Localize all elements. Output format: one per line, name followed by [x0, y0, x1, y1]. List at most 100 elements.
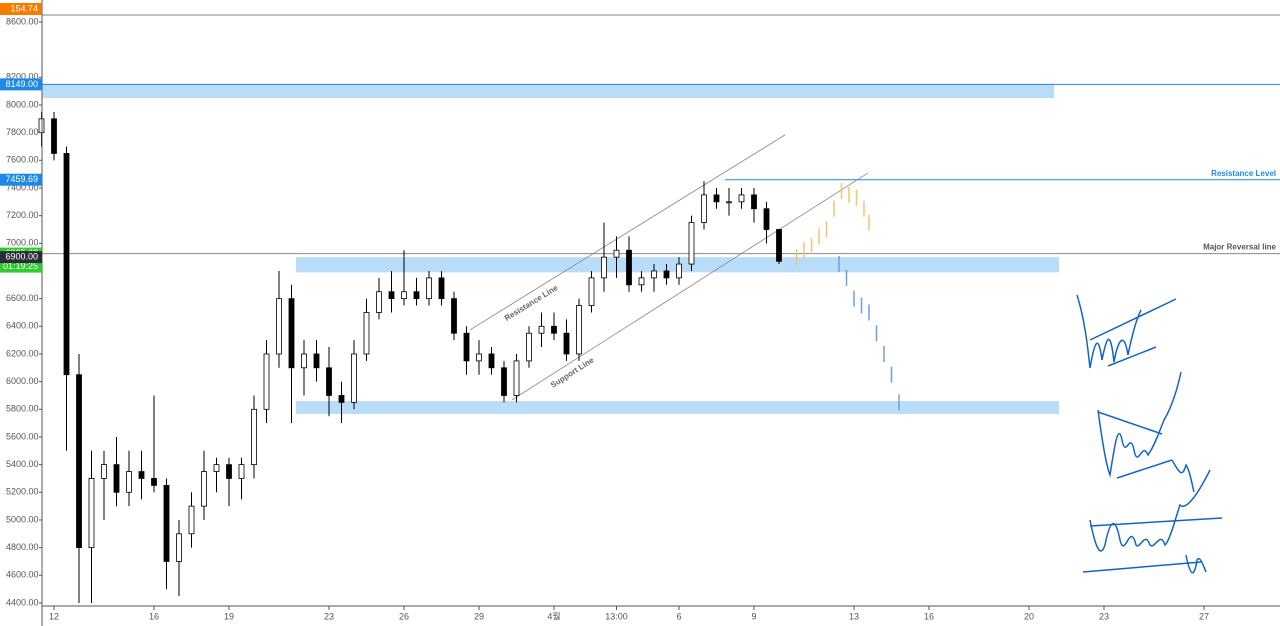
candle-body [513, 360, 520, 396]
candle-body [363, 312, 370, 355]
sketch [1107, 346, 1157, 367]
zone [42, 84, 1054, 99]
y-tick-label: 4800.00 [6, 542, 39, 552]
sketch [1171, 459, 1195, 493]
y-tick-label: 7600.00 [6, 155, 39, 165]
price-tag-label: 01:19:25 [3, 261, 38, 271]
y-tick-label: 4400.00 [6, 597, 39, 607]
candle-body [538, 325, 545, 334]
line-label: Major Reversal line [1203, 243, 1276, 252]
candle-body [463, 332, 470, 362]
candle-body [88, 478, 95, 549]
candle-body [588, 277, 595, 306]
x-tick-label: 23 [324, 611, 334, 621]
price-tag-label: 6900.00 [5, 252, 38, 262]
candle-body [738, 194, 745, 203]
candle-body [101, 464, 107, 479]
candle-body [188, 505, 195, 535]
sketch [1089, 517, 1223, 527]
sketch [1076, 294, 1142, 369]
price-tag-label: 7459.69 [5, 174, 38, 184]
price-tag [0, 260, 42, 273]
x-tick-label: 29 [474, 611, 484, 621]
x-tick-label: 13:00 [605, 611, 628, 621]
x-tick-label: 20 [1024, 611, 1034, 621]
candle-body [438, 277, 445, 300]
x-tick-label: 13 [849, 611, 859, 621]
candle-body [276, 298, 282, 355]
y-tick-label: 7200.00 [6, 210, 39, 220]
candle-body [388, 291, 395, 300]
y-tick-label: 5400.00 [6, 459, 39, 469]
price-tag [0, 173, 42, 186]
candle-body [263, 353, 270, 410]
y-tick-label: 6400.00 [6, 321, 39, 331]
sketch [1097, 371, 1182, 478]
candle-body [551, 325, 557, 334]
x-tick-label: 27 [1199, 611, 1209, 621]
candle-body [338, 395, 345, 403]
y-tick-label: 6200.00 [6, 348, 39, 358]
candle-body [126, 471, 132, 493]
candle-body [651, 270, 657, 279]
y-tick-label: 6600.00 [6, 293, 39, 303]
candle-body [751, 194, 757, 210]
y-tick-label: 7000.00 [6, 238, 39, 248]
candle-body [351, 353, 357, 403]
x-tick-label: 6 [676, 611, 681, 621]
candle-body [376, 291, 382, 313]
x-tick-label: 9 [751, 611, 756, 621]
candle-body [226, 464, 232, 479]
y-tick-label: 7400.00 [6, 182, 39, 192]
candle-body [213, 464, 220, 472]
trend-line [469, 134, 786, 331]
trend-line [511, 172, 869, 401]
price-tag [0, 78, 42, 91]
x-tick-label: 16 [149, 611, 159, 621]
y-tick-label: 5600.00 [6, 431, 39, 441]
candle-body [776, 229, 782, 262]
price-tag-label: 8149.00 [5, 79, 38, 89]
line-label: Resistance Level [1211, 169, 1276, 178]
candle-body [326, 367, 332, 396]
y-tick-label: 4600.00 [6, 570, 39, 580]
candle-body [138, 471, 145, 479]
y-tick-label: 8200.00 [6, 72, 39, 82]
y-tick-label: 5800.00 [6, 404, 39, 414]
sketch [1082, 561, 1202, 573]
candle-body [701, 194, 707, 223]
candle-body [526, 332, 532, 362]
y-tick-label: 7800.00 [6, 127, 39, 137]
candle-body [488, 353, 495, 369]
x-tick-label: 23 [1099, 611, 1109, 621]
y-tick-label: 6000.00 [6, 376, 39, 386]
price-tag [0, 251, 42, 264]
y-tick-label: 8000.00 [6, 99, 39, 109]
candle-body [51, 118, 57, 154]
x-tick-label: 26 [399, 611, 409, 621]
x-tick-label: 19 [224, 611, 234, 621]
candle-body [601, 256, 607, 279]
candle-body [663, 270, 670, 279]
x-tick-label: 12 [49, 611, 59, 621]
y-tick-label: 8600.00 [6, 16, 39, 26]
candle-body [113, 464, 120, 493]
candle-body [676, 263, 682, 279]
candle-body [626, 249, 632, 286]
candle-body [401, 291, 407, 300]
candle-body [638, 277, 645, 286]
candle-body [726, 201, 732, 204]
candle-body [501, 367, 507, 396]
candle-body [413, 291, 420, 300]
candle-body [476, 353, 482, 362]
candle-body [163, 484, 170, 562]
zone [296, 401, 1059, 415]
sketch [1116, 459, 1173, 479]
sketch [1097, 411, 1163, 435]
sketch [1089, 469, 1211, 552]
x-tick-label: 16 [924, 611, 934, 621]
candle-body [201, 471, 207, 507]
candle-body [576, 305, 582, 355]
candle-body [63, 153, 70, 376]
